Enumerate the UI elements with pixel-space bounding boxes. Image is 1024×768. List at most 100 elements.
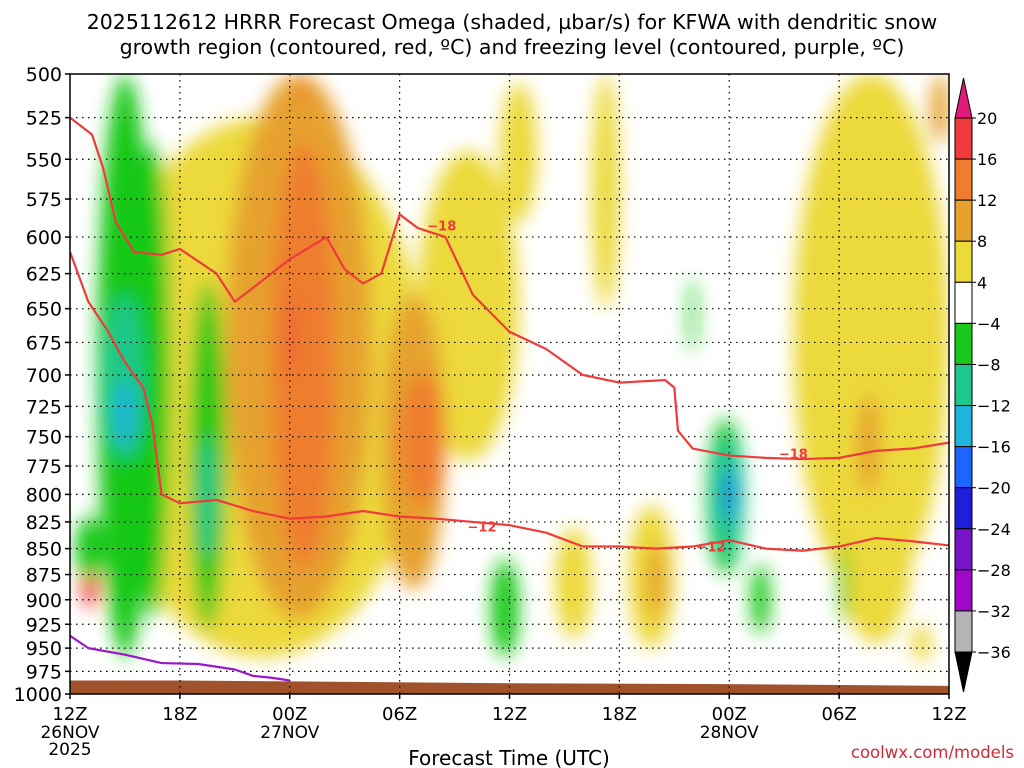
y-tick-label-700: 700 — [26, 365, 62, 387]
y-tick-label-675: 675 — [26, 332, 62, 354]
y-tick-label-975: 975 — [26, 661, 62, 683]
colorbar-segment-6 — [954, 363, 973, 407]
y-tick-label-950: 950 — [26, 638, 62, 660]
y-tick-label-650: 650 — [26, 299, 62, 321]
colorbar-segment-7 — [954, 405, 973, 448]
y-tick-label-525: 525 — [26, 108, 62, 130]
omega-shading — [75, 74, 949, 663]
shade-region-8 — [912, 624, 931, 663]
colorbar-label-0: 20 — [977, 109, 997, 128]
y-tick-label-725: 725 — [26, 396, 62, 418]
plot-area: −18 −18 −12 −12 — [69, 73, 950, 695]
colorbar-segment-9 — [954, 487, 973, 530]
shade-region-2 — [500, 82, 537, 223]
y-tick-label-1000: 1000 — [14, 684, 62, 706]
colorbar: 20 16 12 8 4 −4 −8 −12 −16 −20 −24 −28 −32 −36 — [954, 77, 1011, 693]
contour-label-2: −12 — [468, 520, 497, 535]
y-tick-label-850: 850 — [26, 539, 62, 561]
colorbar-label-10: −24 — [977, 520, 1011, 539]
colorbar-label-6: −8 — [977, 355, 1001, 374]
y-tick-label-625: 625 — [26, 264, 62, 286]
contour-label-3: −12 — [696, 541, 725, 556]
x-tick-label-30: 18Z — [602, 704, 637, 725]
x-tick-label-0: 12Z — [52, 704, 87, 725]
colorbar-label-12: −32 — [977, 602, 1011, 621]
colorbar-label-9: −20 — [977, 479, 1011, 498]
colorbar-label-11: −28 — [977, 561, 1011, 580]
colorbar-label-2: 12 — [977, 191, 997, 210]
grid-lines — [70, 74, 949, 694]
colorbar-label-3: 8 — [977, 232, 987, 251]
colorbar-label-4: 4 — [977, 273, 987, 292]
contour-label-0: −18 — [427, 220, 456, 235]
colorbar-label-8: −16 — [977, 438, 1011, 457]
colorbar-label-13: −36 — [977, 643, 1011, 662]
colorbar-segment-3 — [954, 240, 973, 283]
y-tick-label-500: 500 — [26, 64, 62, 86]
y-tick-label-750: 750 — [26, 427, 62, 449]
x-tick-label-24: 12Z — [492, 704, 527, 725]
shade-region-5 — [839, 448, 913, 644]
temperature-contours — [70, 116, 949, 682]
shade-region-22 — [491, 559, 519, 658]
colorbar-segment-8 — [954, 446, 973, 489]
colorbar-under-arrow — [954, 651, 973, 693]
contour-line-0 — [70, 116, 949, 461]
shade-region-7 — [555, 527, 592, 639]
colorbar-segment-1 — [954, 158, 973, 201]
credit-text: coolwx.com/models — [851, 743, 1014, 762]
contour-line-2 — [70, 634, 290, 682]
shade-region-26 — [688, 277, 697, 352]
contour-line-1 — [70, 251, 949, 552]
x-tick-label-48: 12Z — [931, 704, 966, 725]
chart-title-line-2: growth region (contoured, red, ºC) and f… — [120, 35, 905, 59]
shade-region-24 — [839, 543, 849, 625]
colorbar-segment-12 — [954, 610, 973, 653]
x-date-label-12: 27NOV — [260, 723, 319, 743]
y-tick-label-775: 775 — [26, 456, 62, 478]
y-tick-label-575: 575 — [26, 189, 62, 211]
shade-region-13 — [930, 74, 949, 143]
shade-region-1 — [417, 151, 519, 461]
x-tick-label-6: 18Z — [162, 704, 197, 725]
y-tick-label-800: 800 — [26, 484, 62, 506]
x-tick-label-12: 00Z — [272, 704, 307, 725]
x-date-label-36: 28NOV — [700, 723, 759, 743]
y-tick-label-600: 600 — [26, 227, 62, 249]
x-year-label-0: 2025 — [48, 740, 91, 760]
colorbar-segment-2 — [954, 199, 973, 242]
y-tick-label-875: 875 — [26, 565, 62, 587]
shade-region-20 — [134, 142, 171, 620]
shade-region-17 — [289, 294, 296, 375]
chart-title-line-1: 2025112612 HRRR Forecast Omega (shaded, … — [87, 10, 938, 34]
colorbar-segment-11 — [954, 569, 973, 612]
x-tick-label-36: 00Z — [712, 704, 747, 725]
y-tick-label-925: 925 — [26, 614, 62, 636]
colorbar-over-arrow — [954, 77, 973, 119]
x-tick-label-18: 06Z — [382, 704, 417, 725]
shade-region-3 — [591, 74, 620, 309]
colorbar-segment-10 — [954, 528, 973, 571]
colorbar-label-5: −4 — [977, 314, 1001, 333]
shade-region-23 — [751, 564, 770, 634]
x-axis-label: Forecast Time (UTC) — [408, 746, 610, 768]
shade-region-11 — [646, 543, 666, 620]
shade-region-29 — [198, 436, 217, 560]
colorbar-label-7: −12 — [977, 397, 1011, 416]
shade-region-31 — [113, 381, 136, 449]
colorbar-label-1: 16 — [977, 150, 997, 169]
shade-region-4 — [793, 74, 949, 600]
y-tick-label-900: 900 — [26, 590, 62, 612]
x-tick-label-42: 06Z — [822, 704, 857, 725]
y-axis: 500 525 550 575 600 625 650 675 700 725 750 775 800 8… — [14, 64, 70, 706]
y-tick-label-550: 550 — [26, 149, 62, 171]
contour-label-1: −18 — [779, 447, 808, 462]
shade-region-15 — [399, 374, 446, 506]
x-date-label-0: 26NOV — [40, 723, 99, 743]
colorbar-segment-0 — [954, 117, 973, 160]
shade-region-16 — [300, 74, 309, 110]
shade-region-14 — [271, 142, 336, 570]
colorbar-segment-4 — [954, 281, 973, 324]
